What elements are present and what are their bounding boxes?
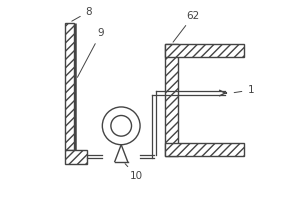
Text: 1: 1 [234, 85, 254, 95]
Bar [165, 44, 244, 57]
Text: 62: 62 [173, 11, 200, 42]
Bar [165, 143, 244, 156]
Bar [64, 150, 87, 164]
Bar [165, 44, 178, 156]
Text: 9: 9 [77, 28, 104, 77]
Circle shape [102, 107, 140, 145]
Text: 8: 8 [72, 7, 92, 21]
Circle shape [111, 115, 131, 136]
Bar [64, 23, 74, 150]
Text: 10: 10 [125, 164, 143, 181]
